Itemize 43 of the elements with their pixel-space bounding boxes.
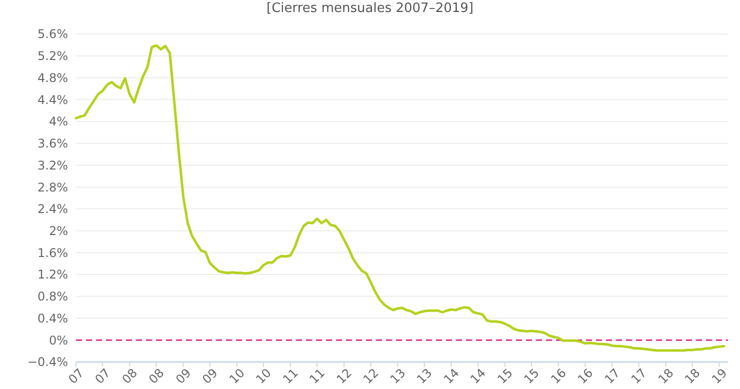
line-series <box>74 44 726 352</box>
y-tick-label: 4.8% <box>38 70 68 85</box>
x-tick-label: 13 <box>388 366 408 386</box>
x-tick-label: 11 <box>306 366 328 386</box>
x-tick-label: 19 <box>709 366 730 386</box>
y-tick-label: 0.4% <box>38 311 68 326</box>
x-tick-label: 16 <box>548 366 569 386</box>
x-tick-label: 12 <box>334 366 355 386</box>
y-tick-label: 4% <box>48 114 68 129</box>
y-tick-label: 1.6% <box>38 246 68 260</box>
x-tick-label: 12 <box>360 366 382 386</box>
y-tick-label: 2.8% <box>38 180 68 194</box>
x-tick-label: 14 <box>441 366 462 386</box>
x-tick-label: 10 <box>253 366 274 386</box>
x-tick-label: 18 <box>682 366 703 386</box>
x-tick-label: 09 <box>173 366 194 386</box>
x-tick-label: 10 <box>226 366 248 386</box>
x-tick-label: 08 <box>146 366 167 386</box>
x-tick-label: 17 <box>628 366 650 386</box>
y-tick-label: 0% <box>48 333 68 348</box>
y-tick-label: 2.4% <box>38 202 68 216</box>
x-tick-label: 18 <box>656 366 676 386</box>
x-tick-label: 07 <box>92 366 114 386</box>
x-tick-label: 13 <box>414 366 435 386</box>
x-tick-label: 09 <box>200 366 220 386</box>
chart-title: [Cierres mensuales 2007–2019] <box>266 1 474 16</box>
y-tick-label: −0.4% <box>27 355 68 370</box>
x-tick-label: 15 <box>521 366 542 386</box>
x-tick-label: 11 <box>280 366 301 386</box>
y-tick-label: 3.2% <box>38 158 68 172</box>
x-tick-label: 14 <box>468 366 488 386</box>
x-tick-label: 16 <box>574 366 596 386</box>
y-tick-label: 2% <box>48 224 68 238</box>
x-tick-label: 07 <box>66 366 86 386</box>
x-tick-label: 17 <box>602 366 623 386</box>
y-tick-label: 4.4% <box>38 92 68 107</box>
y-tick-label: 3.6% <box>38 136 68 151</box>
y-tick-label: 0.8% <box>38 290 68 304</box>
y-tick-label: 5.6% <box>38 27 68 42</box>
y-tick-label: 5.2% <box>38 49 68 64</box>
y-tick-label: 1.2% <box>38 268 68 282</box>
x-tick-label: 15 <box>494 366 516 386</box>
x-tick-label: 08 <box>119 366 140 386</box>
